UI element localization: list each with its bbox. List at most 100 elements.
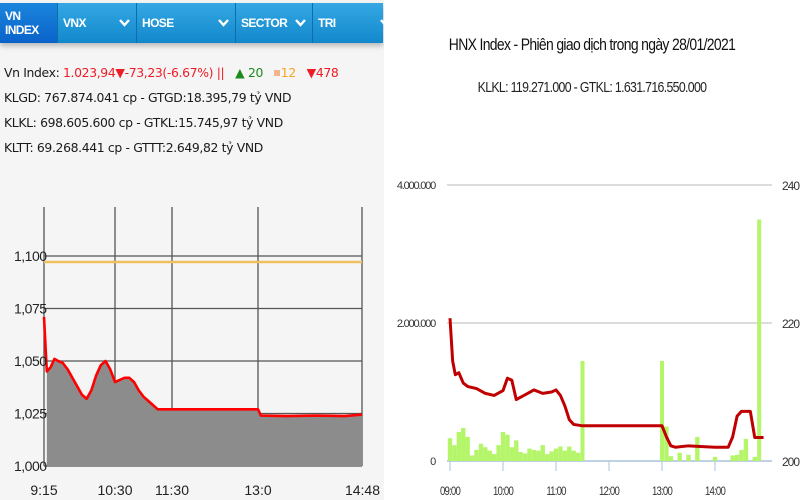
y-tick-label: 1,025 [14, 406, 47, 422]
vnindex-panel: VN INDEX VNX HOSE SECTOR TRI [0, 0, 391, 500]
chevron-down-icon[interactable] [218, 16, 229, 30]
x-tick-label: 14:48 [345, 482, 380, 498]
volume-bar [514, 440, 519, 461]
volume-bar [452, 445, 457, 461]
volume-bar [509, 447, 515, 461]
hnx-chart: 09:00 10:00 11:00 12:00 13:00 14:00 0 2.000.000… [397, 179, 800, 498]
x-tick-label: 11:30 [155, 482, 189, 498]
index-line [448, 318, 764, 449]
volume-bar [664, 426, 669, 461]
volume-bar [734, 454, 740, 461]
kltt-line: KLTT: 69.268.441 cp - GTTT:2.649,82 tỷ V… [4, 140, 263, 155]
tab-vnx[interactable]: VNX [58, 3, 137, 43]
volume-bar [500, 432, 506, 461]
volume-bar [757, 219, 762, 461]
index-label: Vn Index: [4, 65, 60, 80]
chart-plot [42, 260, 363, 466]
chevron-down-icon[interactable] [119, 16, 130, 30]
tab-label: SECTOR [241, 16, 288, 30]
volume-bar [469, 455, 475, 461]
chart-grid [447, 184, 772, 471]
x-tick-label: 13:00 [652, 485, 673, 498]
index-line [42, 316, 363, 418]
volume-bar [571, 450, 576, 461]
chevron-down-icon[interactable] [295, 16, 306, 30]
volume-bar [527, 448, 532, 461]
y-right-tick-label: 200 [782, 455, 800, 469]
index-line [448, 318, 764, 449]
volume-bar [739, 449, 744, 461]
x-tick-label: 12:00 [599, 485, 620, 498]
volume-bar [695, 436, 700, 461]
tab-label: HOSE [142, 16, 174, 30]
y-right-tick-label: 240 [782, 179, 800, 193]
volume-bar [575, 452, 581, 461]
volume-bar [686, 454, 691, 461]
y-tick-label: 1,100 [14, 248, 47, 264]
tab-vn-index[interactable]: VN INDEX [0, 3, 58, 43]
volume-bar [668, 456, 674, 461]
declines-count: 478 [315, 65, 339, 80]
x-tick-label: 14:00 [705, 485, 726, 498]
volume-bar [730, 455, 735, 461]
axis-labels: 09:00 10:00 11:00 12:00 13:00 14:00 0 2.000.000… [397, 179, 800, 498]
volume-bars [447, 219, 762, 461]
hnx-panel: 09:00 10:00 11:00 12:00 13:00 14:00 0 2.000.000… [384, 0, 800, 500]
volume-bar [474, 449, 479, 461]
axis-labels: 1,000 1,025 1,050 1,075 1,100 9:15 10:30 11:30 1… [14, 248, 380, 498]
y-tick-label: 1,075 [14, 301, 47, 317]
y-left-tick-label: 0 [430, 456, 436, 468]
volume-bar [544, 454, 550, 461]
volume-bar [712, 456, 718, 461]
volume-bar [580, 360, 585, 461]
x-tick-label: 11:00 [546, 485, 566, 498]
unchanged-square-icon [273, 70, 280, 76]
index-line: Vn Index: 1.023,94▼-73,23(-6.67%) || ▲ 2… [4, 60, 384, 85]
volume-bar [549, 451, 554, 461]
up-arrow-icon: ▲ [235, 65, 245, 80]
tab-tri[interactable]: TRI [313, 3, 391, 43]
tab-label: TRI [318, 16, 336, 30]
volume-bar [447, 438, 453, 461]
index-change: -73,23(-6.67%) [124, 65, 214, 80]
volume-bar [491, 454, 497, 461]
volume-bar [660, 360, 664, 461]
volume-bar [540, 445, 545, 461]
index-value: 1.023,94 [63, 65, 116, 80]
volume-bar [465, 436, 470, 461]
volume-bar [483, 447, 488, 461]
volume-bar [505, 434, 510, 461]
tab-hose[interactable]: HOSE [137, 3, 236, 43]
volume-bar [531, 449, 537, 461]
x-tick-label: 09:00 [440, 485, 461, 498]
advances-count: 20 [247, 65, 264, 80]
volume-bar [456, 432, 462, 461]
volume-bar [567, 446, 572, 461]
volume-bar [553, 448, 559, 461]
x-tick-label: 10:30 [97, 482, 132, 498]
vnindex-chart: 1,000 1,025 1,050 1,075 1,100 9:15 10:30 11:30 1… [14, 207, 380, 498]
klkl-line: KLKL: 698.605.600 cp - GTKL:15.745,97 tỷ… [4, 115, 283, 130]
volume-bar [461, 427, 466, 461]
separator: || [216, 65, 225, 80]
volume-bar [677, 452, 682, 461]
y-tick-label: 1,000 [14, 458, 47, 474]
x-tick-label: 9:15 [30, 482, 57, 498]
x-tick-label: 13:0 [244, 482, 271, 498]
y-tick-label: 1,050 [14, 353, 47, 369]
volume-bar [536, 450, 541, 461]
klgd-line: KLGD: 767.874.041 cp - GTGD:18.395,79 tỷ… [4, 90, 292, 105]
volume-bar [752, 456, 757, 461]
y-left-tick-label: 4.000.000 [397, 180, 436, 192]
tab-label: VN INDEX [5, 9, 39, 37]
y-right-tick-label: 220 [782, 317, 800, 331]
tab-label: VNX [63, 16, 86, 30]
area-fill [46, 358, 363, 466]
volume-bar [522, 453, 528, 461]
volume-bar [743, 438, 749, 461]
chart-title: HNX Index - Phiên giao dịch trong ngày 2… [448, 35, 736, 54]
volume-bar [496, 445, 501, 461]
x-tick-label: 10:00 [493, 485, 514, 498]
tab-sector[interactable]: SECTOR [236, 3, 313, 43]
y-left-tick-label: 2.000.000 [397, 318, 436, 330]
